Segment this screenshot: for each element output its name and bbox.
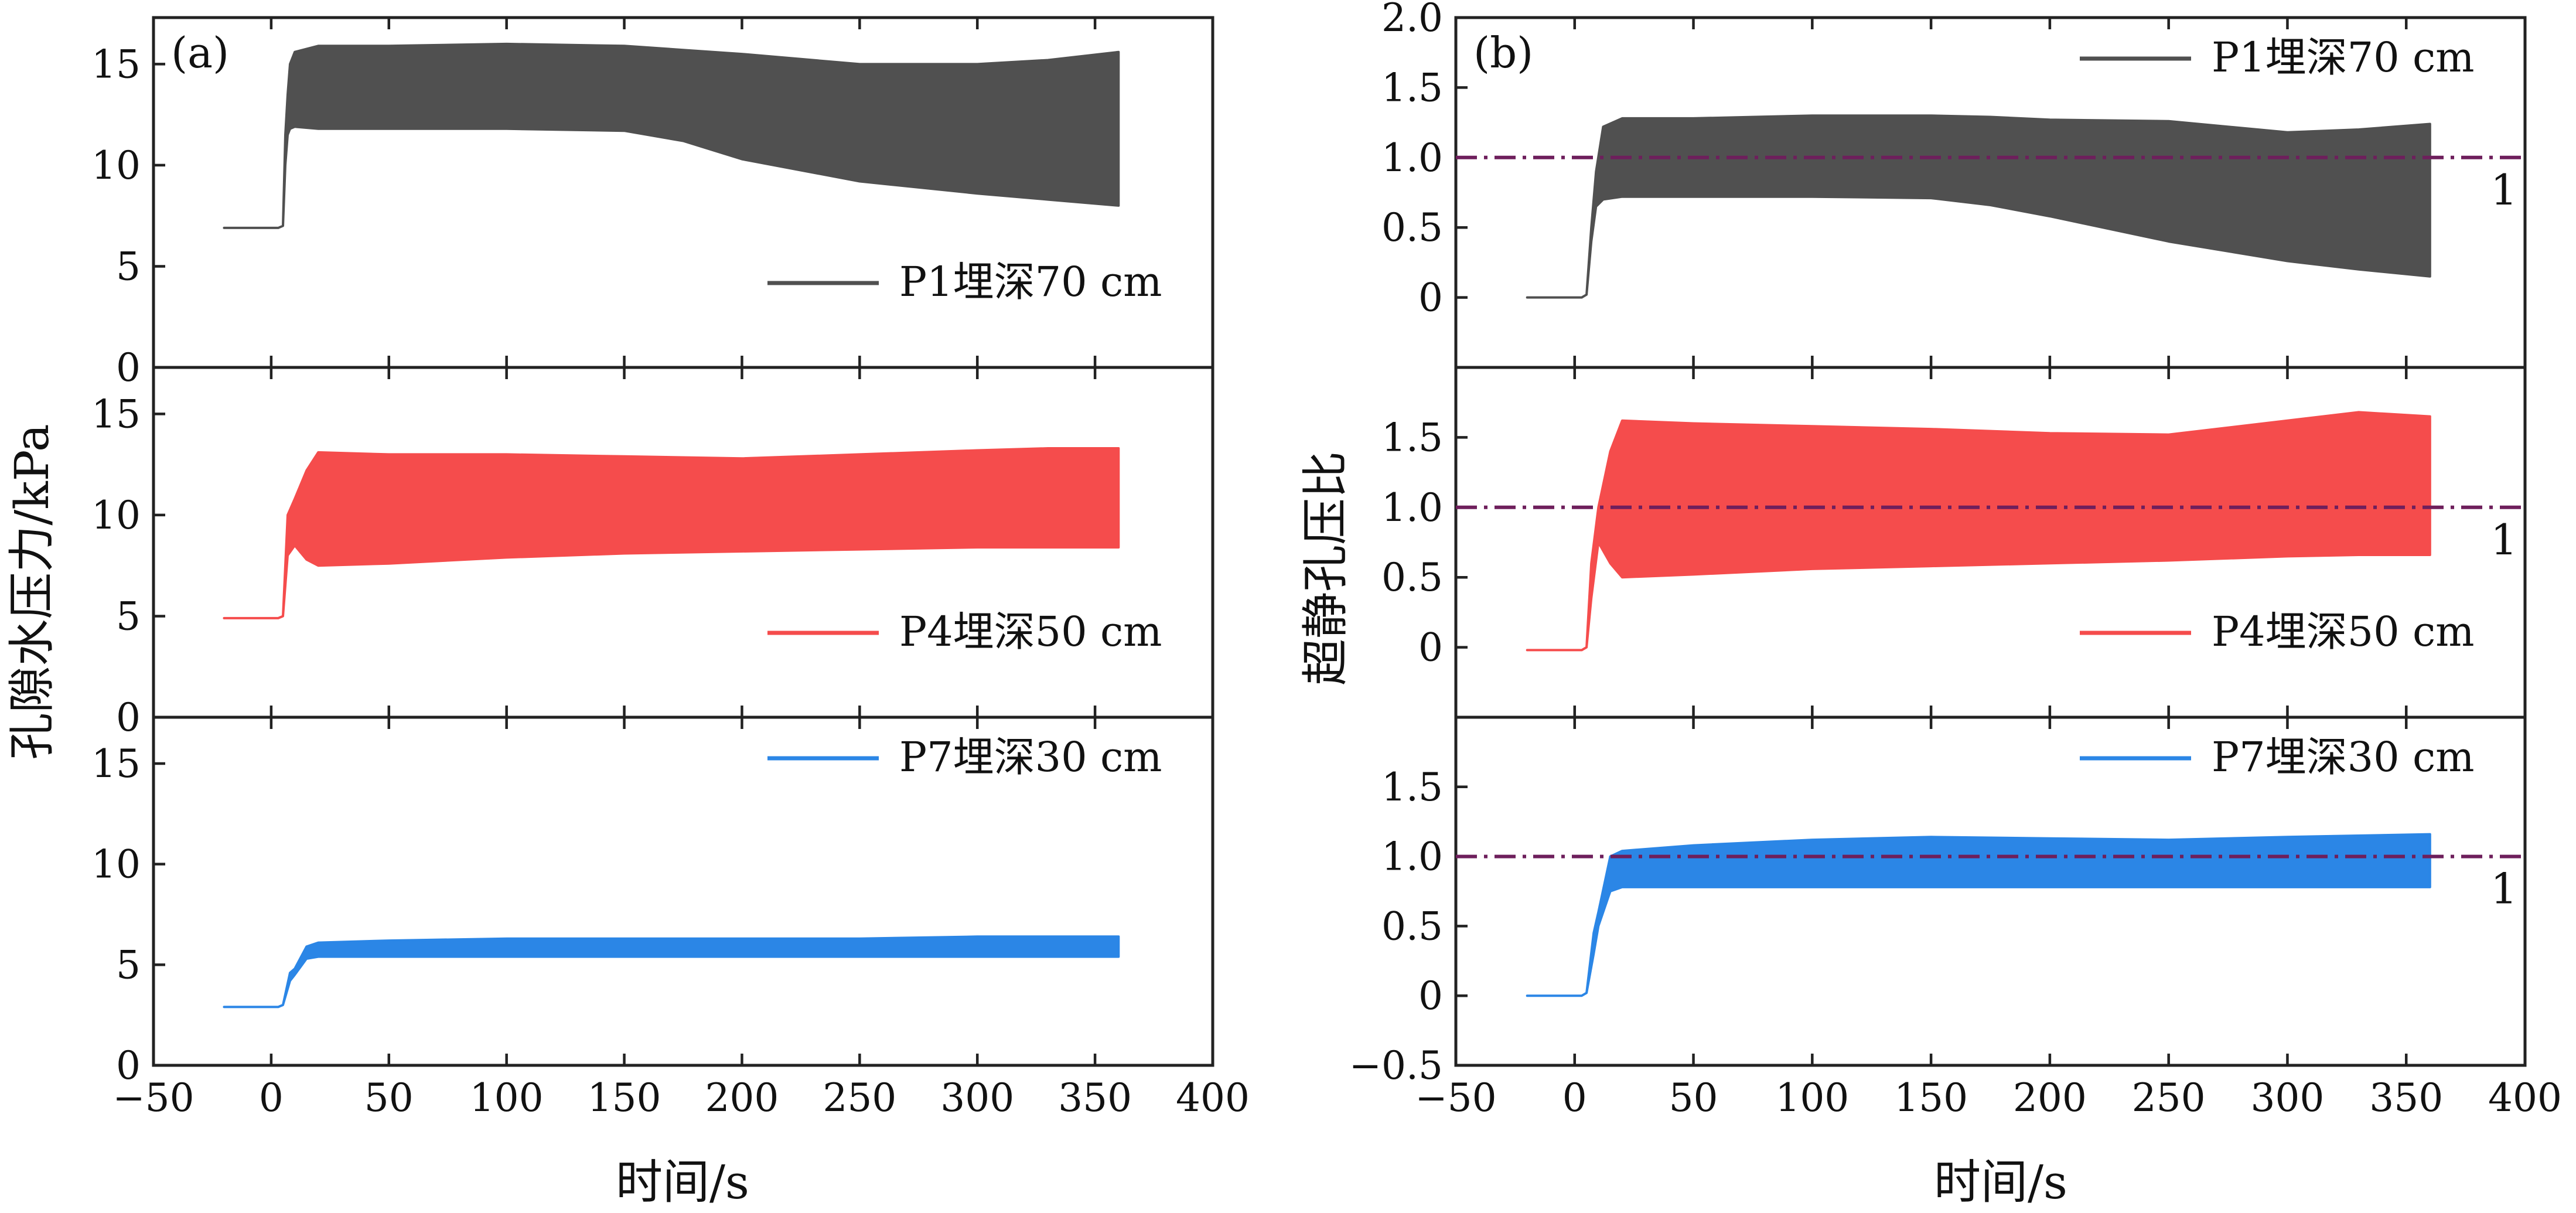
legend-label: P7埋深30 cm <box>899 733 1162 781</box>
subplot-b-p7: −0.5 0 0.5 1.0 1.5 −50 0 50 100 150 200 250 300 350 40… <box>1349 715 2562 1120</box>
panel-a: 0 5 10 15 P1埋深70 cm (a) 0 5 10 15 P4埋深50 cm 0 5 10 15 −… <box>91 16 1250 1120</box>
y-tick-label: 2.0 <box>1381 0 1443 40</box>
x-tick-label: −50 <box>112 1075 194 1120</box>
y-tick-label: 1.0 <box>1381 135 1443 180</box>
subplot-b-p1: 0 0.5 1.0 1.5 2.0 1 P1埋深70 cm (b) <box>1381 0 2527 369</box>
legend-label: P1埋深70 cm <box>899 258 1162 306</box>
y-tick-label: 15 <box>91 42 141 87</box>
legend-label: P1埋深70 cm <box>2212 33 2475 81</box>
x-tick-label: 250 <box>823 1075 896 1120</box>
y-tick-label: 0.5 <box>1381 205 1443 250</box>
y-axis-title-b: 超静孔压比 <box>1298 451 1353 686</box>
series-band-p7 <box>1526 833 2431 997</box>
legend-label: P4埋深50 cm <box>899 608 1162 656</box>
legend-label: P7埋深30 cm <box>2212 733 2475 781</box>
y-tick-label: 1.5 <box>1381 65 1443 110</box>
y-tick-label: 15 <box>91 391 141 437</box>
y-tick-label: 5 <box>116 594 141 639</box>
x-tick-label: 100 <box>1775 1075 1849 1120</box>
x-tick-label: 50 <box>364 1075 414 1120</box>
y-tick-label: 0 <box>116 1043 141 1088</box>
y-axis-title-a: 孔隙水压力/kPa <box>5 424 59 759</box>
y-tick-label: 5 <box>116 244 141 289</box>
y-tick-label: 10 <box>91 493 141 538</box>
x-tick-label: 100 <box>470 1075 544 1120</box>
x-tick-label: 400 <box>2488 1075 2562 1120</box>
y-tick-label: 0 <box>1418 973 1443 1018</box>
y-tick-label: 0 <box>1418 625 1443 670</box>
x-tick-label: −50 <box>1415 1075 1496 1120</box>
series-band-p4 <box>223 447 1120 619</box>
x-tick-label: 350 <box>2369 1075 2443 1120</box>
series-band-p1 <box>1526 114 2431 299</box>
y-tick-label: 1.5 <box>1381 415 1443 460</box>
legend-label: P4埋深50 cm <box>2212 608 2475 656</box>
y-tick-label: 0.5 <box>1381 904 1443 949</box>
subplot-a-p4: 0 5 10 15 P4埋深50 cm <box>91 366 1214 740</box>
series-band-p1 <box>223 42 1120 229</box>
x-tick-label: 250 <box>2132 1075 2206 1120</box>
x-tick-label: 150 <box>588 1075 661 1120</box>
y-tick-label: 10 <box>91 143 141 188</box>
y-tick-label: 0 <box>1418 275 1443 321</box>
y-tick-label: −0.5 <box>1349 1043 1443 1088</box>
subplot-a-p1: 0 5 10 15 P1埋深70 cm (a) <box>91 16 1214 390</box>
y-tick-label: 1.0 <box>1381 834 1443 880</box>
series-band-p4 <box>1526 411 2431 652</box>
subplot-b-p4: 0 0.5 1.0 1.5 1 P4埋深50 cm <box>1381 366 2527 719</box>
x-tick-label: 0 <box>1562 1075 1587 1120</box>
x-tick-label: 300 <box>2250 1075 2324 1120</box>
y-tick-label: 0.5 <box>1381 555 1443 600</box>
x-axis-title-b: 时间/s <box>1934 1155 2067 1209</box>
panel-b: 0 0.5 1.0 1.5 2.0 1 P1埋深70 cm (b) 0 0.5 1.0 1.5 1 P4埋… <box>1349 0 2562 1120</box>
x-tick-label: 200 <box>705 1075 779 1120</box>
plot-frame <box>152 715 1214 1067</box>
reference-label: 1 <box>2490 165 2517 214</box>
x-tick-label: 350 <box>1058 1075 1132 1120</box>
x-tick-label: 400 <box>1176 1075 1250 1120</box>
x-tick-label: 50 <box>1669 1075 1718 1120</box>
panel-tag: (b) <box>1473 28 1533 77</box>
y-tick-label: 0 <box>116 695 141 740</box>
panel-tag: (a) <box>171 28 229 77</box>
series-band-p7 <box>223 935 1120 1008</box>
x-tick-label: 200 <box>2013 1075 2087 1120</box>
y-tick-label: 1.5 <box>1381 765 1443 810</box>
reference-label: 1 <box>2490 864 2517 914</box>
x-axis-title-a: 时间/s <box>616 1155 749 1209</box>
plot-frame <box>1454 715 2527 1067</box>
y-tick-label: 5 <box>116 942 141 987</box>
y-tick-label: 0 <box>116 345 141 390</box>
reference-label: 1 <box>2490 515 2517 564</box>
y-tick-label: 10 <box>91 842 141 887</box>
x-tick-label: 0 <box>259 1075 284 1120</box>
x-tick-label: 150 <box>1894 1075 1968 1120</box>
x-tick-label: 300 <box>940 1075 1014 1120</box>
y-tick-label: 15 <box>91 741 141 786</box>
y-tick-label: 1.0 <box>1381 485 1443 530</box>
